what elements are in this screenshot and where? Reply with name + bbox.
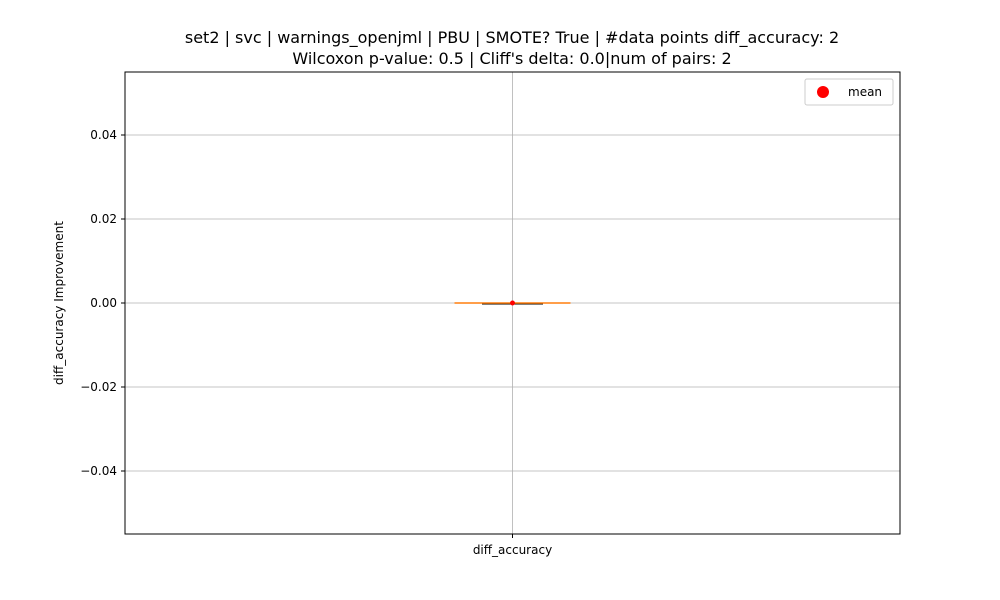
legend: mean	[804, 78, 894, 106]
y-axis-label: diff_accuracy Improvement	[52, 221, 66, 385]
box-plot	[454, 300, 571, 306]
x-tick-label: diff_accuracy	[473, 543, 552, 557]
y-tick-label: 0.02	[90, 212, 117, 226]
chart-title-line-1: set2 | svc | warnings_openjml | PBU | SM…	[185, 28, 839, 48]
legend-frame	[804, 78, 894, 106]
y-tick-label: 0.04	[90, 128, 117, 142]
box-mean-marker	[510, 300, 515, 306]
y-tick-label: 0.00	[90, 296, 117, 310]
y-tick-label: −0.04	[80, 464, 117, 478]
plot-area-frame	[124, 71, 901, 535]
legend-mean-marker	[817, 86, 829, 98]
axis-ticks: 0.04 0.02 0.00 −0.02 −0.04 diff_accuracy	[80, 128, 552, 557]
chart-title-line-2: Wilcoxon p-value: 0.5 | Cliff's delta: 0…	[292, 49, 731, 68]
legend-mean-label: mean	[848, 85, 882, 99]
y-tick-label: −0.02	[80, 380, 117, 394]
